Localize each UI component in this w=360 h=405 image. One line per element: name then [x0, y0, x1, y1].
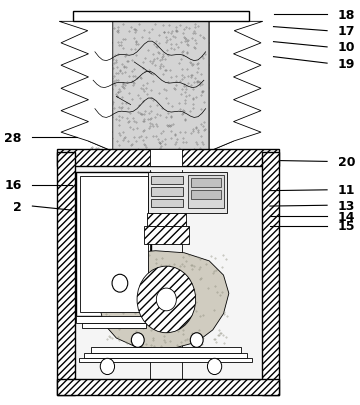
- Bar: [150, 150, 183, 167]
- Circle shape: [100, 358, 114, 375]
- Bar: [57, 379, 279, 395]
- Bar: [144, 226, 189, 244]
- Text: 18: 18: [338, 9, 355, 22]
- Bar: [91, 347, 241, 354]
- Text: 17: 17: [338, 25, 355, 38]
- Circle shape: [131, 333, 144, 347]
- Text: 20: 20: [338, 156, 355, 168]
- Polygon shape: [89, 22, 209, 152]
- Bar: [57, 153, 75, 395]
- Bar: [151, 188, 183, 196]
- Bar: [76, 173, 151, 316]
- Bar: [147, 213, 186, 226]
- Text: 15: 15: [338, 220, 355, 232]
- Circle shape: [156, 288, 176, 311]
- Bar: [57, 150, 279, 167]
- Bar: [76, 316, 151, 324]
- Bar: [84, 354, 247, 358]
- Polygon shape: [99, 251, 229, 349]
- Bar: [262, 153, 279, 395]
- Circle shape: [112, 275, 128, 292]
- Text: 14: 14: [338, 210, 355, 223]
- Bar: [148, 173, 227, 213]
- Bar: [75, 157, 262, 379]
- Bar: [151, 199, 183, 207]
- Text: 16: 16: [4, 179, 22, 192]
- Polygon shape: [59, 22, 113, 152]
- Circle shape: [207, 358, 222, 375]
- Bar: [188, 176, 224, 209]
- Bar: [82, 324, 146, 328]
- Text: 2: 2: [13, 200, 22, 213]
- Circle shape: [190, 333, 203, 347]
- Text: 13: 13: [338, 199, 355, 212]
- Polygon shape: [209, 22, 263, 152]
- Circle shape: [137, 266, 195, 333]
- Text: 28: 28: [4, 131, 22, 144]
- Bar: [191, 190, 221, 199]
- Text: 11: 11: [338, 184, 355, 197]
- Text: 10: 10: [338, 41, 355, 54]
- Bar: [191, 178, 221, 187]
- Bar: [73, 12, 248, 22]
- Bar: [79, 358, 252, 362]
- Bar: [151, 177, 183, 185]
- Text: 19: 19: [338, 58, 355, 70]
- Polygon shape: [209, 22, 234, 152]
- Bar: [80, 177, 148, 312]
